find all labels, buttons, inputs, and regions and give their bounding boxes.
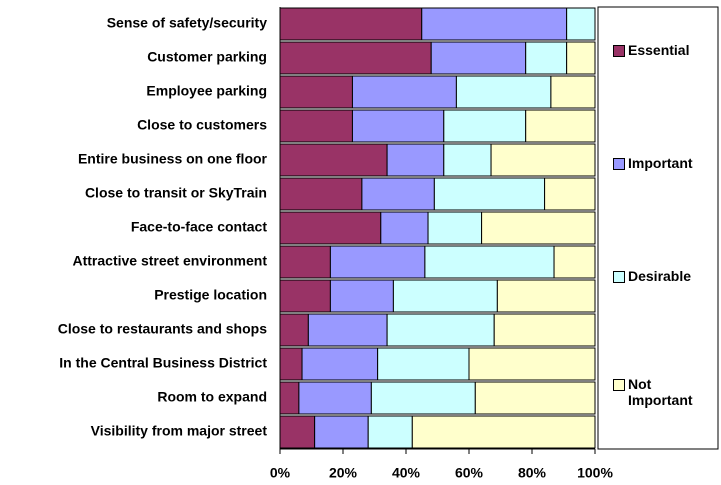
bar-segment	[361, 177, 435, 211]
x-tick-label: 20%	[329, 465, 358, 481]
bar-segment	[370, 381, 476, 415]
legend-label: Essential	[628, 42, 690, 58]
x-tick-label: 100%	[577, 465, 613, 481]
x-tick-label: 0%	[270, 465, 291, 481]
legend-swatch	[613, 271, 625, 283]
bar-segment	[279, 75, 353, 109]
bar-segment	[496, 279, 596, 313]
bar-segment	[279, 211, 382, 245]
category-label: Prestige location	[154, 287, 267, 303]
bar-segment	[329, 245, 426, 279]
bar-segment	[279, 245, 331, 279]
bar-segment	[525, 41, 568, 75]
x-tick-label: 40%	[392, 465, 421, 481]
bar-segment	[329, 279, 394, 313]
legend-label: Desirable	[628, 268, 692, 284]
bar-segment	[279, 109, 353, 143]
category-label: Sense of safety/security	[107, 15, 268, 31]
category-label: Face-to-face contact	[131, 219, 267, 235]
bar-segment	[553, 245, 596, 279]
bar-segment	[279, 177, 363, 211]
bar-segment	[443, 109, 527, 143]
bar-segment	[566, 41, 596, 75]
bar-segment	[367, 415, 413, 449]
bar-segment	[455, 75, 552, 109]
bar-segment	[279, 347, 303, 381]
bar-segment	[386, 313, 495, 347]
bar-segment	[544, 177, 596, 211]
category-label: Entire business on one floor	[78, 151, 268, 167]
legend-item: Desirable	[613, 268, 718, 284]
bar-segment	[392, 279, 498, 313]
legend-label: Not Important	[628, 376, 693, 408]
bar-segment	[301, 347, 379, 381]
bar-segment	[386, 143, 445, 177]
category-label: Employee parking	[146, 83, 267, 99]
legend-swatch	[613, 158, 625, 170]
legend-item: Not Important	[613, 376, 693, 408]
bar-segment	[443, 143, 492, 177]
bar-segment	[468, 347, 596, 381]
bar-segment	[351, 109, 445, 143]
bar-segment	[424, 245, 555, 279]
category-label: Visibility from major street	[91, 423, 268, 439]
bar-segment	[421, 7, 568, 41]
bar-segment	[380, 211, 429, 245]
category-label: In the Central Business District	[59, 355, 267, 371]
x-tick-label: 60%	[455, 465, 484, 481]
bar-segment	[377, 347, 470, 381]
bar-segment	[430, 41, 527, 75]
category-label: Room to expand	[157, 389, 267, 405]
category-label: Customer parking	[147, 49, 267, 65]
bar-segment	[279, 41, 432, 75]
category-label: Close to transit or SkyTrain	[85, 185, 267, 201]
legend-swatch	[613, 45, 625, 57]
bar-segment	[307, 313, 388, 347]
x-tick-label: 80%	[518, 465, 547, 481]
bar-segment	[550, 75, 596, 109]
bar-segment	[427, 211, 483, 245]
bar-segment	[490, 143, 596, 177]
bar-segment	[279, 7, 423, 41]
bar-segment	[474, 381, 596, 415]
legend-swatch	[613, 379, 625, 391]
category-label: Attractive street environment	[72, 253, 267, 269]
legend-item: Essential	[613, 42, 718, 58]
bar-segment	[433, 177, 546, 211]
legend-item: Important	[613, 155, 718, 171]
bar-segment	[279, 381, 300, 415]
bar-segment	[279, 143, 388, 177]
bar-segment	[279, 279, 331, 313]
bar-segment	[298, 381, 372, 415]
legend-box	[597, 6, 719, 450]
bar-segment	[279, 415, 316, 449]
category-label: Close to restaurants and shops	[58, 321, 267, 337]
legend-label: Important	[628, 155, 693, 171]
bar-segment	[351, 75, 457, 109]
bar-segment	[493, 313, 596, 347]
bar-segment	[314, 415, 369, 449]
category-label: Close to customers	[137, 117, 267, 133]
bar-segment	[279, 313, 309, 347]
bar-segment	[566, 7, 596, 41]
bar-segment	[411, 415, 596, 449]
bar-segment	[525, 109, 596, 143]
bar-segment	[481, 211, 596, 245]
